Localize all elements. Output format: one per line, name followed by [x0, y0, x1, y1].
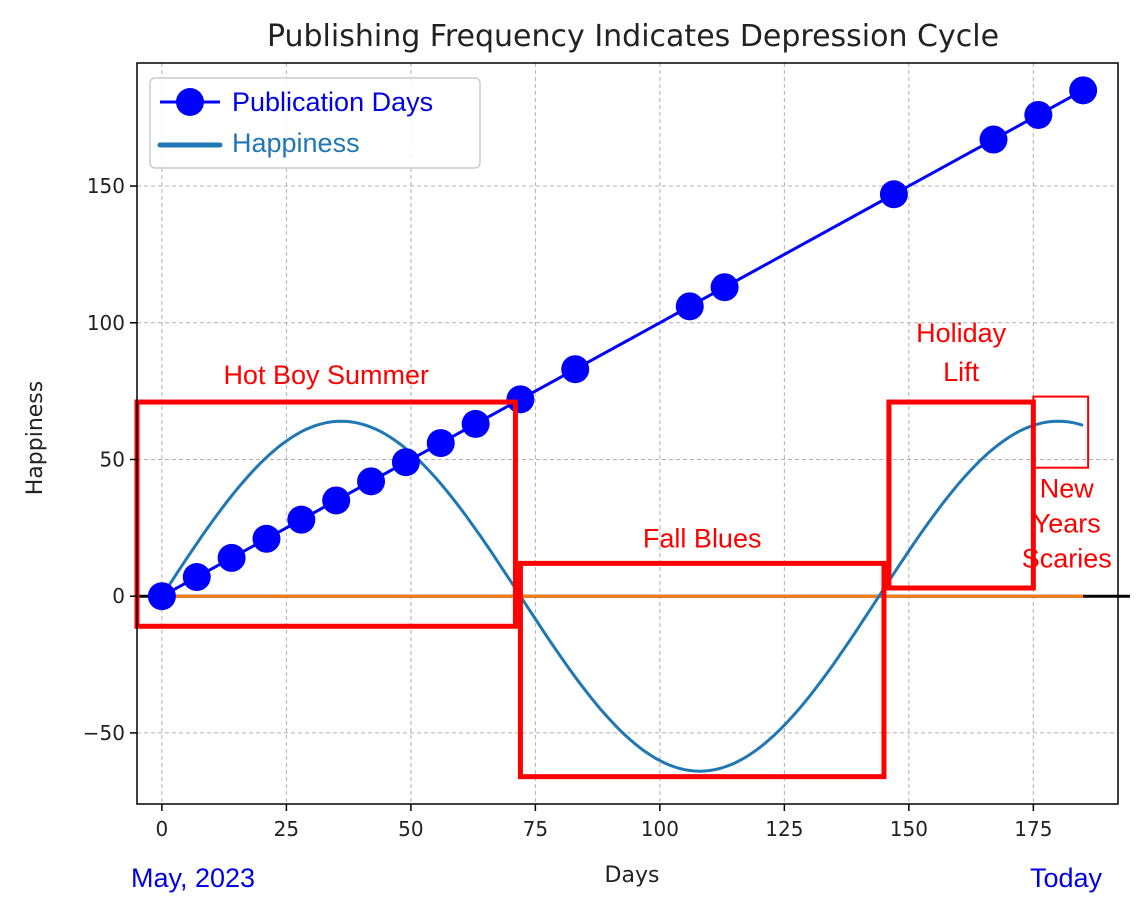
- y-tick-label: 0: [112, 584, 125, 608]
- x-tick-label: 175: [1014, 817, 1052, 841]
- x-tick-label: 50: [398, 817, 423, 841]
- publication-day-point: [426, 429, 455, 458]
- publication-day-point: [322, 486, 351, 515]
- legend: Publication Days Happiness: [149, 77, 481, 169]
- publication-day-point: [979, 125, 1008, 154]
- annotation-label: Fall Blues: [643, 523, 762, 553]
- annotation-label: Lift: [943, 357, 980, 387]
- publication-day-point: [1024, 100, 1053, 129]
- publication-day-point: [710, 273, 739, 302]
- y-axis-title: Happiness: [23, 381, 48, 495]
- publication-day-point: [1069, 76, 1098, 105]
- publication-day-point: [506, 385, 535, 414]
- plot-frame: [136, 62, 1119, 805]
- y-tick-label: 100: [87, 311, 125, 335]
- publication-day-point: [357, 467, 386, 496]
- y-tick-label: 150: [87, 174, 125, 198]
- publication-day-point: [287, 505, 316, 534]
- x-tick-label: 125: [765, 817, 803, 841]
- annotation-box: [517, 560, 887, 780]
- grid: [137, 63, 1118, 804]
- today-label: Today: [1030, 863, 1103, 893]
- annotation-box: [1032, 395, 1090, 469]
- legend-publication-label: Publication Days: [232, 87, 433, 117]
- annotation-label: Scaries: [1022, 544, 1112, 574]
- publication-day-point: [391, 448, 420, 477]
- publication-day-point: [561, 355, 590, 384]
- chart-title: Publishing Frequency Indicates Depressio…: [267, 19, 999, 54]
- x-tick-label: 25: [274, 817, 299, 841]
- publication-day-point: [252, 524, 281, 553]
- series-group: [147, 76, 1098, 773]
- x-tick-label: 75: [523, 817, 548, 841]
- y-tick-label: 50: [100, 447, 125, 471]
- annotation-label: Holiday: [916, 318, 1007, 348]
- publication-day-point: [182, 563, 211, 592]
- happiness-line: [160, 419, 1084, 773]
- start-date-label: May, 2023: [131, 863, 255, 893]
- y-tick-label: −50: [83, 721, 125, 745]
- y-ticks: −50 0 50 100 150: [83, 174, 137, 745]
- annotation-label: New: [1040, 474, 1095, 504]
- x-ticks: 0 25 50 75 100 125 150 175: [156, 804, 1052, 841]
- annotation-box: [886, 399, 1036, 591]
- x-tick-label: 100: [641, 817, 679, 841]
- publication-day-point: [461, 409, 490, 438]
- x-tick-label: 150: [890, 817, 928, 841]
- annotation-box: [134, 399, 518, 629]
- publication-day-point: [879, 180, 908, 209]
- x-tick-label: 0: [156, 817, 169, 841]
- legend-publication-marker: [176, 88, 204, 116]
- x-axis-title: Days: [605, 863, 660, 888]
- legend-happiness-label: Happiness: [232, 128, 360, 158]
- legend-frame: [149, 77, 481, 169]
- publication-day-point: [675, 292, 704, 321]
- annotation-label: Hot Boy Summer: [223, 360, 429, 390]
- annotations-group: Hot Boy Summer Fall Blues Holiday Lift New Ye…: [134, 318, 1112, 780]
- annotation-label: Years: [1033, 509, 1101, 539]
- publication-day-point: [147, 582, 176, 611]
- publication-day-point: [217, 543, 246, 572]
